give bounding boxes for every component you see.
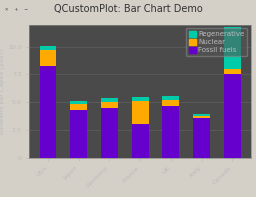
Bar [101,102,118,108]
Bar [70,100,87,104]
Bar [101,108,118,158]
Bar [132,124,149,158]
Bar [39,50,56,66]
Bar [193,116,210,118]
Bar [163,100,179,106]
Bar [193,118,210,158]
Y-axis label: Power Consumption in
kilowatts per Capita (2007): Power Consumption in kilowatts per Capit… [0,48,5,134]
Bar [39,46,56,50]
Bar [163,106,179,158]
Bar [163,96,179,100]
Bar [132,97,149,101]
Bar [70,110,87,158]
Bar [70,104,87,110]
Legend: Regenerative, Nuclear, Fossil fuels: Regenerative, Nuclear, Fossil fuels [186,28,247,56]
Text: QCustomPlot: Bar Chart Demo: QCustomPlot: Bar Chart Demo [54,4,202,14]
Text: ✕  +  −: ✕ + − [5,7,28,12]
Bar [39,66,56,158]
Bar [224,27,241,69]
Bar [224,69,241,74]
Bar [101,98,118,102]
Bar [193,114,210,116]
Bar [224,74,241,158]
Bar [132,101,149,124]
